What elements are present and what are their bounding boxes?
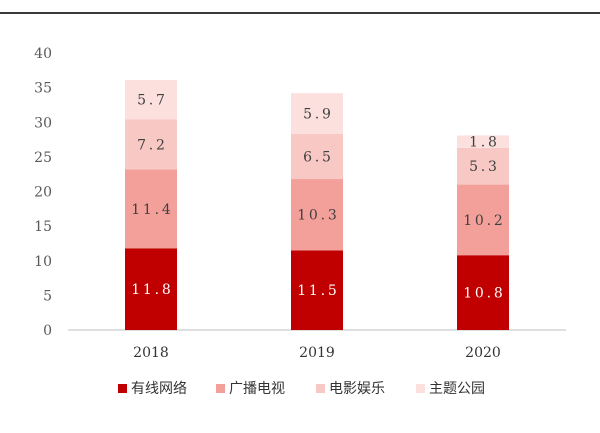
legend-label: 广播电视 bbox=[229, 381, 285, 397]
y-tick-label: 25 bbox=[34, 150, 52, 166]
legend-swatch bbox=[216, 384, 225, 393]
bar-segment bbox=[457, 147, 509, 185]
y-axis: 0 5 10 15 20 25 30 35 40 bbox=[34, 46, 52, 339]
data-label: 1 0 . 8 bbox=[463, 286, 503, 302]
data-label: 1 1 . 5 bbox=[297, 283, 337, 299]
bar-segment bbox=[125, 80, 177, 120]
y-tick-label: 0 bbox=[43, 323, 52, 339]
legend-label: 电影娱乐 bbox=[329, 381, 385, 397]
y-tick-label: 5 bbox=[43, 288, 52, 304]
x-axis: 2018 2019 2020 bbox=[133, 345, 501, 361]
y-tick-label: 40 bbox=[34, 46, 52, 62]
data-label: 1 1 . 8 bbox=[131, 282, 171, 298]
x-tick-label: 2018 bbox=[133, 345, 169, 361]
legend-label: 有线网络 bbox=[131, 381, 187, 397]
data-label: 1 . 8 bbox=[469, 135, 497, 151]
bar-segment bbox=[291, 250, 343, 330]
bar-segment bbox=[457, 184, 509, 256]
bar-segment bbox=[291, 179, 343, 251]
data-label: 1 0 . 2 bbox=[463, 213, 503, 229]
bar-segment bbox=[125, 119, 177, 170]
legend-swatch bbox=[416, 384, 425, 393]
data-label: 5 . 7 bbox=[137, 93, 165, 109]
bar-segment bbox=[291, 93, 343, 135]
top-rule bbox=[0, 12, 600, 14]
bar-segment bbox=[457, 255, 509, 330]
y-tick-label: 20 bbox=[34, 185, 52, 201]
y-tick-label: 10 bbox=[34, 254, 52, 270]
data-label: 6 . 5 bbox=[303, 150, 331, 166]
x-tick-label: 2020 bbox=[465, 345, 501, 361]
data-label: 5 . 3 bbox=[469, 159, 497, 175]
bar-segment bbox=[125, 169, 177, 249]
y-tick-label: 35 bbox=[34, 81, 52, 97]
x-tick-label: 2019 bbox=[299, 345, 335, 361]
legend: 有线网络 广播电视 电影娱乐 主题公园 bbox=[118, 381, 485, 397]
legend-swatch bbox=[316, 384, 325, 393]
data-label: 1 0 . 3 bbox=[297, 208, 337, 224]
data-label: 7 . 2 bbox=[137, 137, 165, 153]
legend-swatch bbox=[118, 384, 127, 393]
bar-segment bbox=[291, 134, 343, 180]
bars: 1 1 . 8 1 1 . 4 7 . 2 5 . 7 1 1 . 5 1 0 . 3 6 … bbox=[125, 80, 509, 330]
bar-segment bbox=[457, 135, 509, 148]
y-tick-label: 15 bbox=[34, 219, 52, 235]
y-tick-label: 30 bbox=[34, 115, 52, 131]
legend-label: 主题公园 bbox=[429, 381, 485, 397]
data-label: 1 1 . 4 bbox=[131, 202, 171, 218]
bar-segment bbox=[125, 248, 177, 330]
data-label: 5 . 9 bbox=[303, 107, 331, 123]
